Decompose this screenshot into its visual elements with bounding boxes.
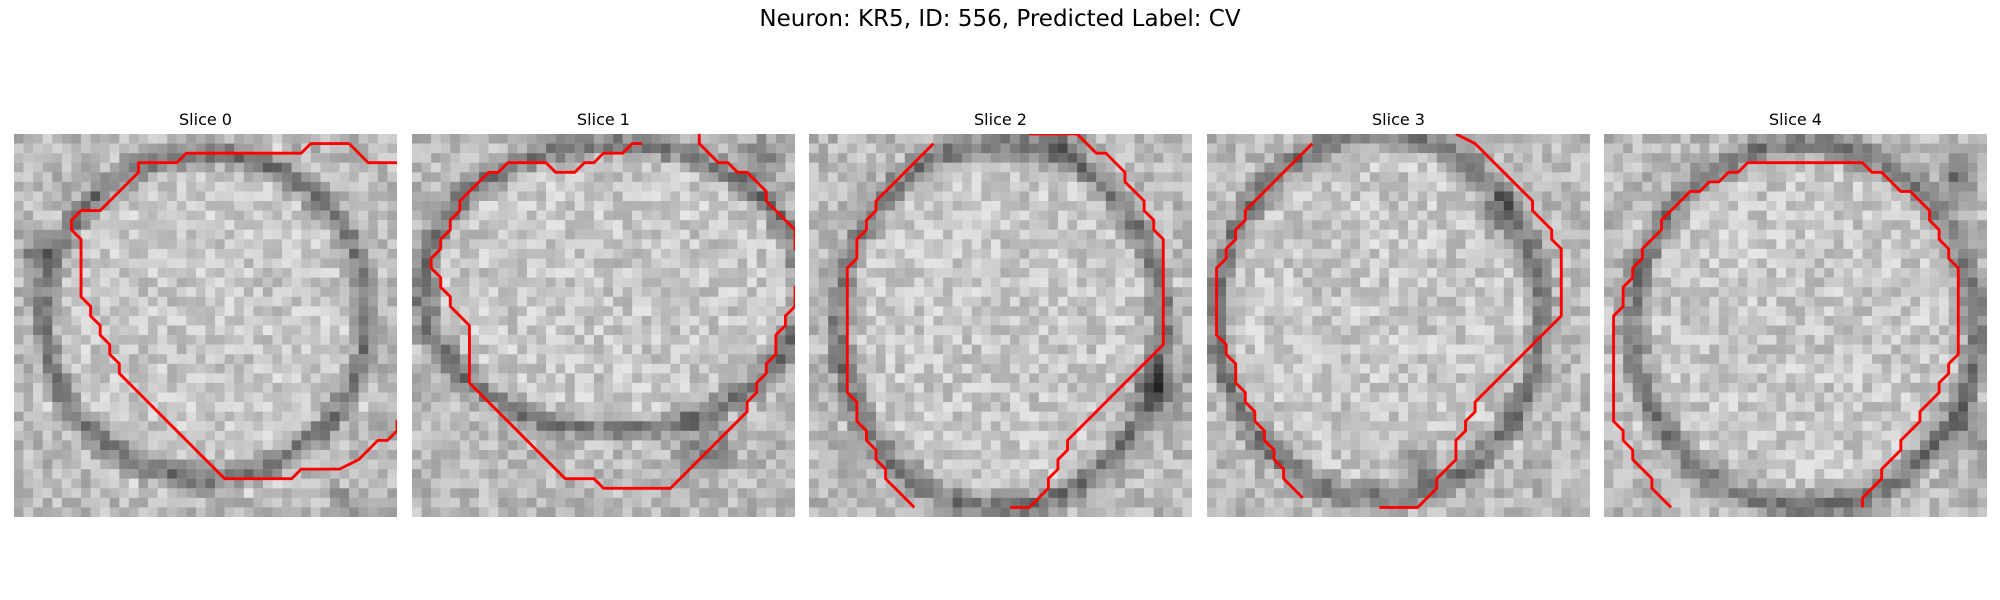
slice-image-1 [412,134,795,517]
slice-image-4 [1604,134,1987,517]
pixel-texture [1604,134,1987,517]
slice-title-3: Slice 3 [1207,110,1590,129]
figure-title: Neuron: KR5, ID: 556, Predicted Label: C… [0,6,2000,32]
slice-title-0: Slice 0 [14,110,397,129]
slice-title-1: Slice 1 [412,110,795,129]
slice-image-0 [14,134,397,517]
slice-image-2 [809,134,1192,517]
slice-title-2: Slice 2 [809,110,1192,129]
slice-image-3 [1207,134,1590,517]
slice-title-4: Slice 4 [1604,110,1987,129]
